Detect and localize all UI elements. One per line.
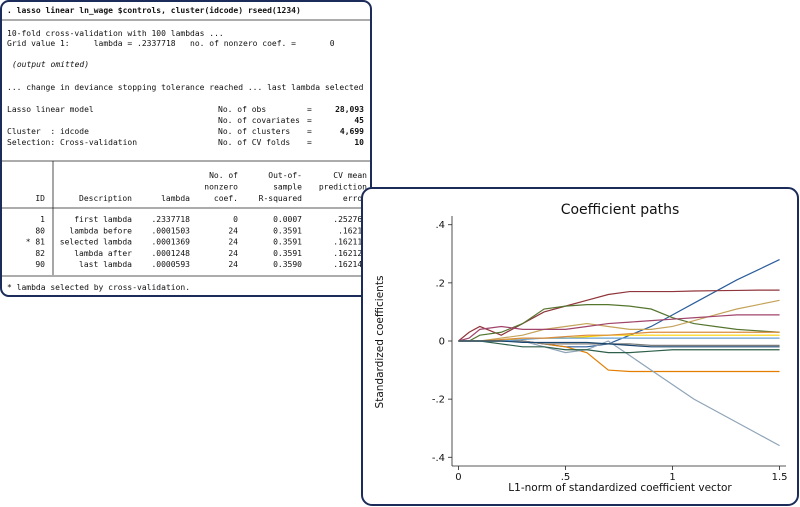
y-tick-label: -.4 <box>432 453 445 464</box>
command: . lasso linear ln_wage $controls, cluste… <box>7 5 301 15</box>
table-cell: .2337718 <box>151 215 190 224</box>
table-header: Description <box>79 194 132 203</box>
chart: Coefficient paths Standardized coefficien… <box>374 202 788 494</box>
table-header: lambda <box>161 194 190 203</box>
table-header: prediction <box>319 183 367 192</box>
table-cell: 0.3591 <box>273 226 302 235</box>
table-header: ID <box>35 194 45 203</box>
stat-value: 10 <box>354 138 364 147</box>
stat-value: 28,093 <box>335 105 364 114</box>
stop-note: ... change in deviance stopping toleranc… <box>7 83 364 92</box>
table-cell: 0.3591 <box>273 238 302 247</box>
table-cell: 90 <box>35 260 45 269</box>
table-cell: 0.3590 <box>273 260 302 269</box>
series-line <box>458 314 780 342</box>
y-tick-label: 0 <box>439 337 445 348</box>
table-cell: .0000593 <box>151 260 190 269</box>
y-tick-label: .2 <box>435 278 445 289</box>
console-output: . lasso linear ln_wage $controls, cluste… <box>2 5 370 292</box>
table-cell: lambda before <box>69 226 132 235</box>
table-cell: first lambda <box>74 215 132 224</box>
table-cell: 24 <box>228 260 238 269</box>
stat-sep: = <box>307 127 312 136</box>
series-line <box>458 304 780 342</box>
series-line <box>458 340 780 354</box>
selection: Selection: Cross-validation <box>7 138 137 147</box>
table-header: error <box>343 194 367 203</box>
console-panel <box>0 0 372 297</box>
table-cell: selected lambda <box>60 238 132 247</box>
table-cell: .162144 <box>333 260 367 269</box>
y-tick-label: .4 <box>435 220 445 231</box>
stat-value: 45 <box>354 116 364 125</box>
series-line <box>458 289 780 342</box>
table-cell: last lambda <box>79 260 132 269</box>
x-tick-label: .5 <box>561 472 571 483</box>
stat-sep: = <box>307 116 312 125</box>
table-header: sample <box>273 183 302 192</box>
table-header: nonzero <box>204 183 238 192</box>
series-line <box>458 331 780 342</box>
table-cell: .162119 <box>333 238 367 247</box>
table-header: R-squared <box>259 194 303 203</box>
cv-info: 10-fold cross-validation with 100 lambda… <box>7 29 224 38</box>
stat-sep: = <box>307 105 312 114</box>
table-cell: .0001369 <box>151 238 190 247</box>
table-header: No. of <box>209 171 238 180</box>
table-cell: .16212 <box>338 226 367 235</box>
x-tick-label: 0 <box>455 472 461 483</box>
stat-label: No. of covariates <box>218 116 300 125</box>
table-cell: 24 <box>228 249 238 258</box>
table-cell: 24 <box>228 226 238 235</box>
output-omitted: (output omitted) <box>12 60 89 69</box>
table-cell: 82 <box>35 249 45 258</box>
model: Lasso linear model <box>7 105 94 114</box>
table-cell: 1 <box>40 215 45 224</box>
table-cell: .162121 <box>333 249 367 258</box>
cluster: Cluster : idcode <box>7 127 89 136</box>
table-cell: 24 <box>228 238 238 247</box>
stat-label: No. of obs <box>218 105 266 114</box>
grid-value: Grid value 1: lambda = .2337718 no. of n… <box>7 39 335 48</box>
x-axis-label: L1-norm of standardized coefficient vect… <box>508 482 732 494</box>
y-tick-label: -.2 <box>432 395 445 406</box>
table-cell: lambda after <box>74 249 132 258</box>
table-cell: 0.0007 <box>273 215 302 224</box>
stat-sep: = <box>307 138 312 147</box>
stat-label: No. of CV folds <box>218 138 290 147</box>
table-cell: * 81 <box>26 238 45 247</box>
table-cell: .0001248 <box>151 249 190 258</box>
footnote: * lambda selected by cross-validation. <box>7 283 190 292</box>
stat-value: 4,699 <box>340 127 364 136</box>
series-line <box>458 340 780 348</box>
chart-title: Coefficient paths <box>561 202 680 218</box>
y-axis-label: Standardized coefficients <box>374 276 386 409</box>
table-cell: .252764 <box>333 215 367 224</box>
x-tick-label: 1 <box>669 472 675 483</box>
table-cell: 0 <box>233 215 238 224</box>
lines <box>458 259 780 447</box>
table-cell: 0.3591 <box>273 249 302 258</box>
table-header: coef. <box>214 194 238 203</box>
table-header: CV mean <box>333 171 367 180</box>
table-cell: .0001503 <box>151 226 190 235</box>
stat-label: No. of clusters <box>218 127 290 136</box>
table-header: Out-of- <box>268 171 302 180</box>
x-tick-label: 1.5 <box>772 472 788 483</box>
series-line <box>458 299 780 342</box>
table-cell: 80 <box>35 226 45 235</box>
